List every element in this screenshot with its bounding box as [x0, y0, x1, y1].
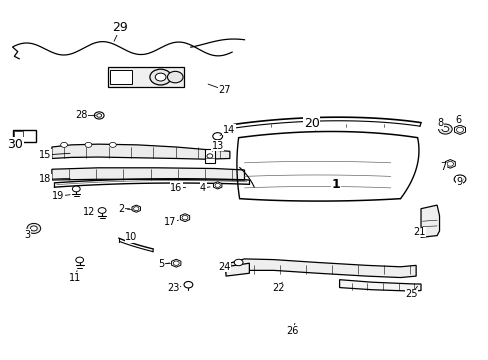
Text: 21: 21 — [412, 227, 425, 237]
Polygon shape — [108, 67, 183, 87]
Circle shape — [212, 133, 222, 140]
Bar — [204, 149, 215, 163]
Text: 4: 4 — [200, 183, 206, 193]
Polygon shape — [132, 205, 140, 212]
Circle shape — [456, 177, 462, 181]
Circle shape — [183, 282, 192, 288]
Circle shape — [30, 226, 37, 231]
Text: 11: 11 — [68, 273, 81, 283]
Text: 17: 17 — [164, 217, 176, 227]
Circle shape — [27, 224, 41, 233]
Text: 12: 12 — [83, 207, 96, 217]
Text: 8: 8 — [437, 118, 443, 128]
Circle shape — [206, 154, 212, 158]
Circle shape — [446, 162, 452, 166]
Polygon shape — [225, 263, 249, 276]
Text: 5: 5 — [158, 259, 164, 269]
Circle shape — [215, 183, 220, 187]
Polygon shape — [171, 259, 181, 267]
Bar — [14, 131, 23, 141]
Text: 25: 25 — [404, 289, 417, 299]
Circle shape — [85, 142, 92, 147]
Text: 20: 20 — [303, 117, 319, 130]
Text: 7: 7 — [439, 162, 446, 172]
Text: 19: 19 — [52, 191, 64, 201]
Circle shape — [109, 142, 116, 147]
Text: 9: 9 — [455, 177, 461, 187]
Circle shape — [167, 71, 183, 83]
Text: 18: 18 — [40, 174, 52, 184]
Circle shape — [441, 127, 448, 132]
Circle shape — [61, 142, 67, 147]
Polygon shape — [454, 125, 465, 134]
Text: 2: 2 — [118, 204, 124, 214]
Text: 6: 6 — [454, 115, 460, 125]
Bar — [110, 70, 132, 84]
Text: 30: 30 — [7, 138, 23, 150]
Polygon shape — [213, 182, 222, 189]
Circle shape — [97, 114, 102, 117]
Text: 16: 16 — [170, 183, 182, 193]
Circle shape — [182, 216, 187, 220]
Polygon shape — [180, 214, 189, 222]
Circle shape — [453, 175, 465, 184]
Text: 10: 10 — [125, 232, 137, 242]
Text: 28: 28 — [75, 111, 87, 121]
Circle shape — [438, 124, 451, 134]
Polygon shape — [420, 205, 439, 237]
Circle shape — [155, 73, 165, 81]
Text: 26: 26 — [285, 325, 298, 336]
Circle shape — [456, 127, 463, 132]
Circle shape — [234, 259, 243, 266]
Polygon shape — [444, 159, 454, 168]
Text: 15: 15 — [40, 150, 52, 160]
Circle shape — [150, 69, 171, 85]
Polygon shape — [339, 280, 420, 291]
Circle shape — [94, 112, 104, 119]
Circle shape — [98, 208, 106, 213]
Text: 3: 3 — [24, 230, 31, 239]
Circle shape — [133, 207, 139, 211]
Text: 1: 1 — [331, 178, 340, 191]
Polygon shape — [52, 144, 229, 159]
Bar — [13, 130, 36, 142]
Text: 13: 13 — [211, 141, 224, 151]
Polygon shape — [225, 259, 415, 278]
Circle shape — [76, 257, 83, 263]
Text: 22: 22 — [272, 283, 285, 293]
Polygon shape — [52, 168, 244, 180]
Text: 14: 14 — [223, 125, 235, 135]
Text: 23: 23 — [167, 283, 180, 293]
Text: 29: 29 — [112, 21, 128, 34]
Circle shape — [173, 261, 179, 265]
Text: 24: 24 — [217, 262, 230, 272]
Text: 27: 27 — [218, 85, 231, 95]
Circle shape — [72, 186, 80, 192]
